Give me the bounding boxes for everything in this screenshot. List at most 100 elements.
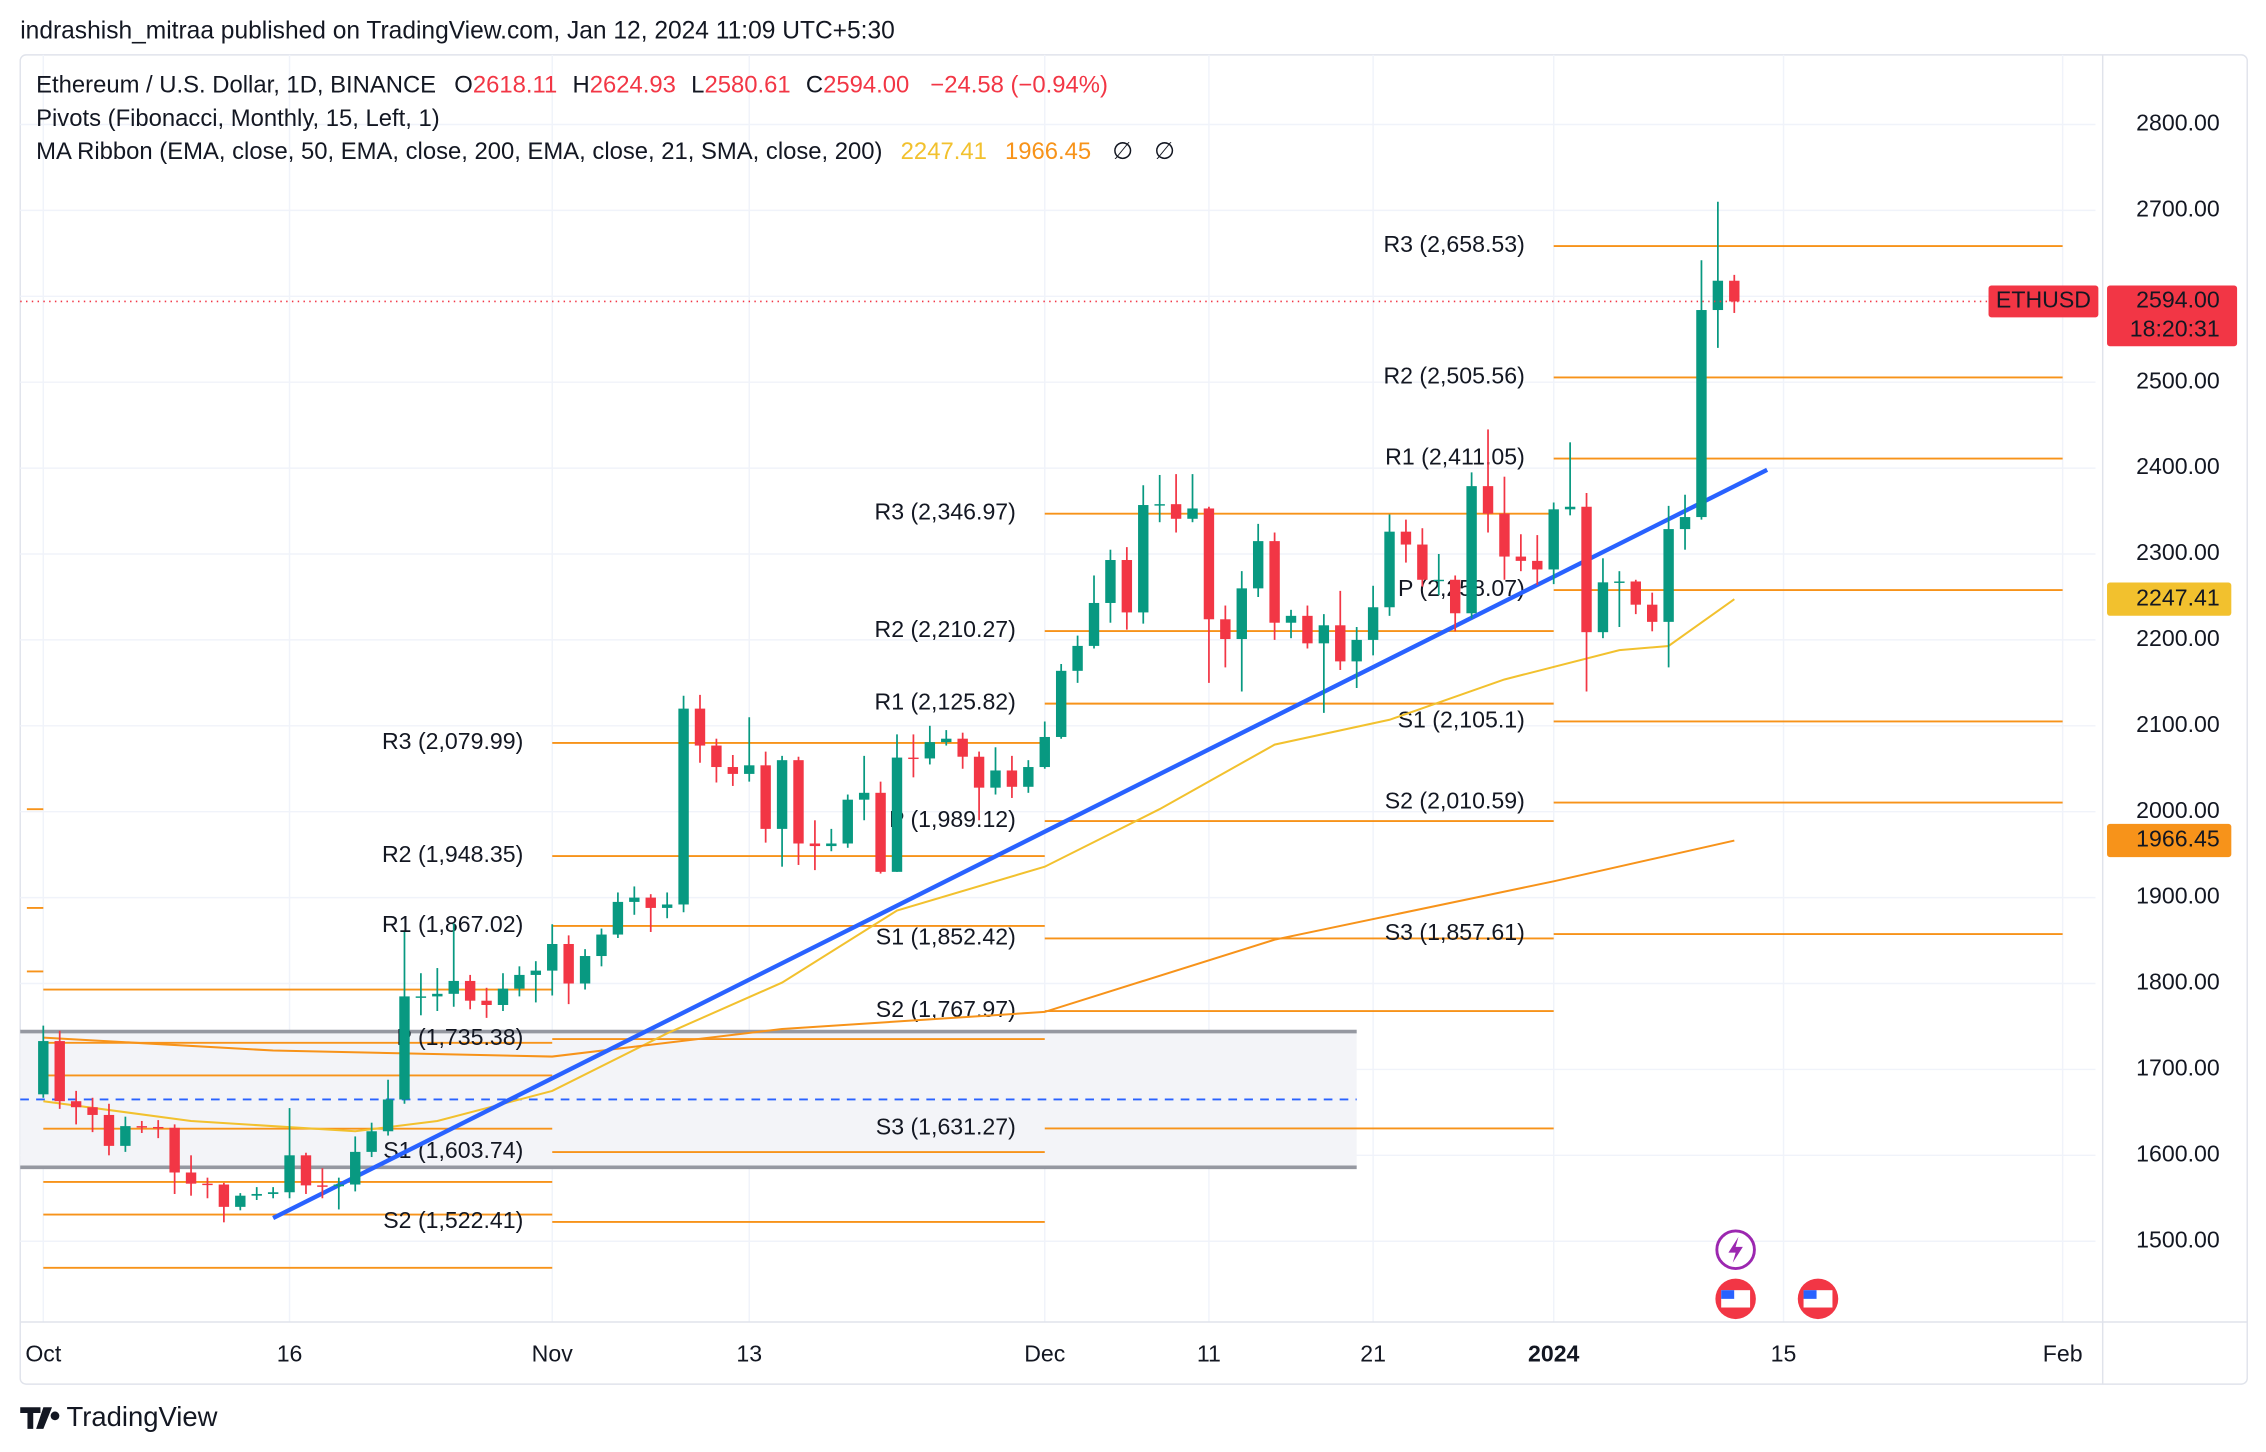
candle-body xyxy=(153,1126,164,1129)
ohlc-value: 2594.00 xyxy=(823,72,909,99)
candle-body xyxy=(1138,505,1149,613)
candle-body xyxy=(169,1127,180,1173)
candle-body xyxy=(464,980,476,1001)
candle-body xyxy=(1712,280,1724,311)
candle-body xyxy=(481,1000,492,1005)
candle-body xyxy=(1449,579,1461,614)
y-tick-label: 2500.00 xyxy=(2136,367,2220,393)
symbol-tag xyxy=(1988,285,2099,318)
candle-body xyxy=(776,760,788,829)
candle-body xyxy=(1121,560,1133,613)
candle-body xyxy=(514,974,525,989)
x-tick-label: Feb xyxy=(2043,1340,2083,1366)
ma-tag-text: 2247.41 xyxy=(2136,584,2220,610)
candle-body xyxy=(645,897,656,908)
change: −24.58 (−0.94%) xyxy=(930,72,1108,99)
candle-body xyxy=(415,996,427,998)
y-tick-label: 2300.00 xyxy=(2136,539,2220,565)
candle-body xyxy=(448,980,459,994)
candle-body xyxy=(579,956,591,984)
x-tick-label: Dec xyxy=(1024,1340,1065,1366)
x-tick-label: Nov xyxy=(532,1340,574,1366)
ribbon-na: ∅ xyxy=(1112,138,1133,165)
candle-body xyxy=(941,738,952,743)
candle-body xyxy=(1384,531,1395,608)
y-tick-label: 2700.00 xyxy=(2136,195,2220,221)
legend-ribbon: MA Ribbon (EMA, close, 50, EMA, close, 2… xyxy=(36,138,1175,165)
ohlc-key: H xyxy=(573,72,590,99)
x-tick-label: 15 xyxy=(1771,1340,1797,1366)
pivot-label: R3 (2,658.53) xyxy=(1383,231,1524,257)
ribbon-na: ∅ xyxy=(1154,138,1175,165)
candle-body xyxy=(1679,517,1691,530)
ma-tag xyxy=(2107,582,2232,616)
ma-line xyxy=(43,839,1735,1058)
candle-body xyxy=(1088,602,1100,646)
pivot-label: S3 (1,857.61) xyxy=(1385,919,1525,945)
candle-body xyxy=(908,757,919,760)
candle-body xyxy=(563,943,574,984)
candle-body xyxy=(136,1126,148,1128)
candle-body xyxy=(497,988,509,1005)
pivot-label: P (1,735.38) xyxy=(397,1024,524,1050)
x-tick-label: 21 xyxy=(1360,1340,1386,1366)
candle-body xyxy=(38,1041,49,1095)
ma-tag xyxy=(2107,823,2232,858)
y-tick-label: 1500.00 xyxy=(2136,1226,2220,1252)
candle-body xyxy=(70,1101,82,1108)
candle-body xyxy=(1400,531,1412,545)
candle-body xyxy=(185,1172,197,1184)
candle-body xyxy=(399,996,410,1100)
flag xyxy=(1803,1290,1817,1299)
pivot-label: R1 (2,125.82) xyxy=(875,689,1016,715)
pivot-label: S1 (1,852.42) xyxy=(876,924,1016,950)
candle-body xyxy=(235,1195,246,1207)
y-tick-label: 2400.00 xyxy=(2136,453,2220,479)
pivot-label: R3 (2,079.99) xyxy=(382,728,523,754)
candle-body xyxy=(1663,529,1674,622)
pivot-label: S3 (1,631.27) xyxy=(876,1114,1016,1140)
candle-body xyxy=(1729,280,1740,302)
plot: 1500.00 1600.00 1700.00 1800.00 1900.00 2000.… xyxy=(20,54,2248,1385)
chart-frame xyxy=(19,54,2248,1385)
candle-body xyxy=(1236,588,1247,640)
candle-body xyxy=(1548,509,1559,570)
candle-body xyxy=(661,904,673,908)
candle-body xyxy=(333,1184,345,1187)
candle-body xyxy=(711,745,722,768)
candle-body xyxy=(694,708,706,746)
candle-body xyxy=(1532,560,1543,570)
candle-body xyxy=(1302,615,1313,644)
candle-body xyxy=(1170,504,1182,519)
trendline xyxy=(272,467,1769,1221)
candle-body xyxy=(678,708,689,905)
candle-body xyxy=(858,792,870,800)
candle-body xyxy=(957,738,968,757)
candle-body xyxy=(284,1155,295,1193)
candle-body xyxy=(350,1151,361,1185)
candle-body xyxy=(1597,582,1609,633)
candle-body xyxy=(1630,581,1641,605)
candle-body xyxy=(793,760,804,844)
candle-body xyxy=(1105,560,1116,603)
candle-body xyxy=(382,1099,394,1132)
candle-body xyxy=(1072,645,1083,671)
candle-body xyxy=(317,1185,328,1187)
y-tick-label: 2100.00 xyxy=(2136,711,2220,737)
candle-body xyxy=(432,993,443,997)
x-tick-label: 13 xyxy=(736,1340,762,1366)
candle-body xyxy=(1433,579,1444,582)
candle-body xyxy=(1351,639,1362,662)
y-tick-label: 1900.00 xyxy=(2136,883,2220,909)
pivot-label: S2 (2,010.59) xyxy=(1385,788,1525,814)
price-tag xyxy=(2107,285,2238,347)
candle-body xyxy=(1614,581,1625,583)
legend-pivots: Pivots (Fibonacci, Monthly, 15, Left, 1) xyxy=(36,105,440,132)
candle-body xyxy=(924,742,936,759)
candle-body xyxy=(366,1131,377,1152)
pivot-label: S1 (2,105.1) xyxy=(1398,707,1525,733)
y-tick-label: 1600.00 xyxy=(2136,1140,2220,1166)
candle-body xyxy=(103,1114,115,1146)
